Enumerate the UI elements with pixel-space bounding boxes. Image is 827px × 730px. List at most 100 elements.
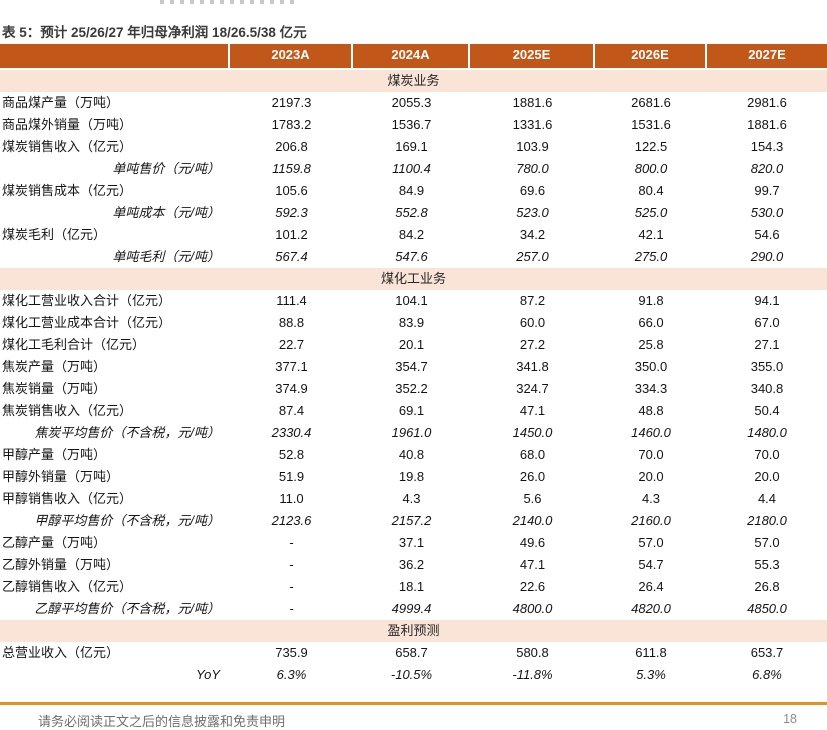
- cell-value: 49.6: [519, 535, 546, 550]
- row-label: 单吨成本（元/吨）: [112, 205, 220, 220]
- cell-value: 87.2: [519, 293, 546, 308]
- column-header-2025E: 2025E: [470, 44, 595, 68]
- cell-value: -: [289, 579, 294, 594]
- cell-value: 4850.0: [747, 601, 787, 616]
- cell-value: 1881.6: [512, 95, 553, 110]
- cell-value: 206.8: [275, 139, 308, 154]
- table-row: 甲醇销售收入（亿元） 11.0 4.3 5.6 4.3 4.4: [0, 488, 827, 510]
- cell-value: 88.8: [278, 315, 305, 330]
- cell-value: 104.1: [395, 293, 428, 308]
- row-label: 总营业收入（亿元）: [2, 645, 120, 660]
- row-label: 甲醇平均售价（不含税，元/吨）: [34, 513, 220, 528]
- cell-value: 1531.6: [631, 117, 671, 132]
- column-header-2027E: 2027E: [748, 47, 786, 62]
- table-row: 商品煤产量（万吨） 2197.3 2055.3 1881.6 2681.6 2981.6: [0, 92, 827, 114]
- cell-value: 40.8: [398, 447, 425, 462]
- cell-value: 20.0: [754, 469, 780, 484]
- table-row: 甲醇平均售价（不含税，元/吨） 2123.6 2157.2 2140.0 2160.0 2…: [0, 510, 827, 532]
- cell-value: 377.1: [275, 359, 308, 374]
- row-label: 单吨售价（元/吨）: [112, 161, 220, 176]
- cell-value: 22.6: [519, 579, 546, 594]
- cell-value: 26.4: [638, 579, 664, 594]
- cell-value: 653.7: [750, 645, 784, 660]
- cell-value: 290.0: [750, 249, 784, 264]
- table-row: 乙醇销售收入（亿元） - 18.1 22.6 26.4 26.8: [0, 576, 827, 598]
- cell-value: 94.1: [754, 293, 780, 308]
- row-label: 焦炭销量（万吨）: [2, 381, 107, 396]
- cell-value: 2330.4: [271, 425, 312, 440]
- cell-value: 352.2: [395, 381, 428, 396]
- table-row: 煤化工营业收入合计（亿元） 111.4 104.1 87.2 91.8 94.1: [0, 290, 827, 312]
- cell-value: 1536.7: [391, 117, 432, 132]
- clipped-text-fragment: [160, 0, 298, 4]
- cell-value: 2123.6: [271, 513, 312, 528]
- cell-value: 87.4: [278, 403, 305, 418]
- cell-value: 2160.0: [631, 513, 671, 528]
- table-row: 乙醇产量（万吨） - 37.1 49.6 57.0 57.0: [0, 532, 827, 554]
- cell-value: 4820.0: [631, 601, 671, 616]
- row-label: 乙醇平均售价（不含税，元/吨）: [34, 601, 220, 616]
- table-row: 煤炭销售收入（亿元） 206.8 169.1 103.9 122.5 154.3: [0, 136, 827, 158]
- row-label: 甲醇外销量（万吨）: [2, 469, 120, 484]
- cell-value: 4.3: [641, 491, 661, 506]
- cell-value: 69.6: [519, 183, 546, 198]
- cell-value: 658.7: [395, 645, 428, 660]
- cell-value: 54.6: [754, 227, 780, 242]
- cell-value: 111.4: [276, 293, 307, 308]
- table-row: 总营业收入（亿元） 735.9 658.7 580.8 611.8 653.7: [0, 642, 827, 664]
- cell-value: -: [289, 601, 294, 616]
- cell-value: 22.7: [278, 337, 305, 352]
- cell-value: -: [289, 535, 294, 550]
- table-row: 煤化工营业成本合计（亿元） 88.8 83.9 60.0 66.0 67.0: [0, 312, 827, 334]
- row-label: 商品煤产量（万吨）: [2, 95, 120, 110]
- cell-value: 580.8: [516, 645, 549, 660]
- column-header-2024A: 2024A: [353, 44, 470, 68]
- cell-value: 275.0: [634, 249, 668, 264]
- cell-value: 84.2: [398, 227, 425, 242]
- cell-value: 69.1: [398, 403, 425, 418]
- cell-value: 2981.6: [747, 95, 787, 110]
- table-title: 表 5：预计 25/26/27 年归母净利润 18/26.5/38 亿元: [2, 25, 307, 40]
- cell-value: 25.8: [638, 337, 664, 352]
- cell-value: 374.9: [275, 381, 308, 396]
- cell-value: 2180.0: [747, 513, 787, 528]
- cell-value: 735.9: [275, 645, 308, 660]
- cell-value: 1460.0: [631, 425, 671, 440]
- cell-value: 525.0: [634, 205, 668, 220]
- section-row: 煤化工业务: [0, 268, 827, 290]
- cell-value: 6.8%: [752, 667, 782, 682]
- cell-value: 84.9: [398, 183, 425, 198]
- cell-value: 57.0: [754, 535, 780, 550]
- cell-value: 80.4: [638, 183, 664, 198]
- cell-value: 27.1: [754, 337, 780, 352]
- cell-value: 42.1: [638, 227, 664, 242]
- cell-value: 2055.3: [391, 95, 432, 110]
- row-label: 甲醇产量（万吨）: [2, 447, 107, 462]
- row-label: 煤化工毛利合计（亿元）: [2, 337, 146, 352]
- cell-value: 70.0: [754, 447, 780, 462]
- cell-value: 54.7: [638, 557, 664, 572]
- cell-value: 47.1: [519, 403, 546, 418]
- table-row: 煤炭销售成本（亿元） 105.6 84.9 69.6 80.4 99.7: [0, 180, 827, 202]
- table-row: 焦炭销售收入（亿元） 87.4 69.1 47.1 48.8 50.4: [0, 400, 827, 422]
- table-row: 甲醇外销量（万吨） 51.9 19.8 26.0 20.0 20.0: [0, 466, 827, 488]
- row-label: YoY: [196, 667, 220, 682]
- cell-value: 567.4: [275, 249, 308, 264]
- cell-value: 36.2: [398, 557, 425, 572]
- row-label: 单吨毛利（元/吨）: [112, 249, 220, 264]
- row-label: 商品煤外销量（万吨）: [2, 117, 133, 132]
- row-label: 乙醇外销量（万吨）: [2, 557, 120, 572]
- footer-divider: [0, 702, 827, 705]
- cell-value: 340.8: [750, 381, 784, 396]
- cell-value: 37.1: [398, 535, 425, 550]
- table-row: YoY 6.3% -10.5% -11.8% 5.3% 6.8%: [0, 664, 827, 686]
- cell-value: 1480.0: [747, 425, 787, 440]
- cell-value: 780.0: [516, 161, 549, 176]
- cell-value: 257.0: [516, 249, 549, 264]
- cell-value: 820.0: [750, 161, 784, 176]
- cell-value: 26.0: [519, 469, 546, 484]
- cell-value: 5.3%: [636, 667, 666, 682]
- column-header-2023A: 2023A: [230, 44, 353, 68]
- cell-value: 547.6: [395, 249, 428, 264]
- cell-value: 101.2: [275, 227, 308, 242]
